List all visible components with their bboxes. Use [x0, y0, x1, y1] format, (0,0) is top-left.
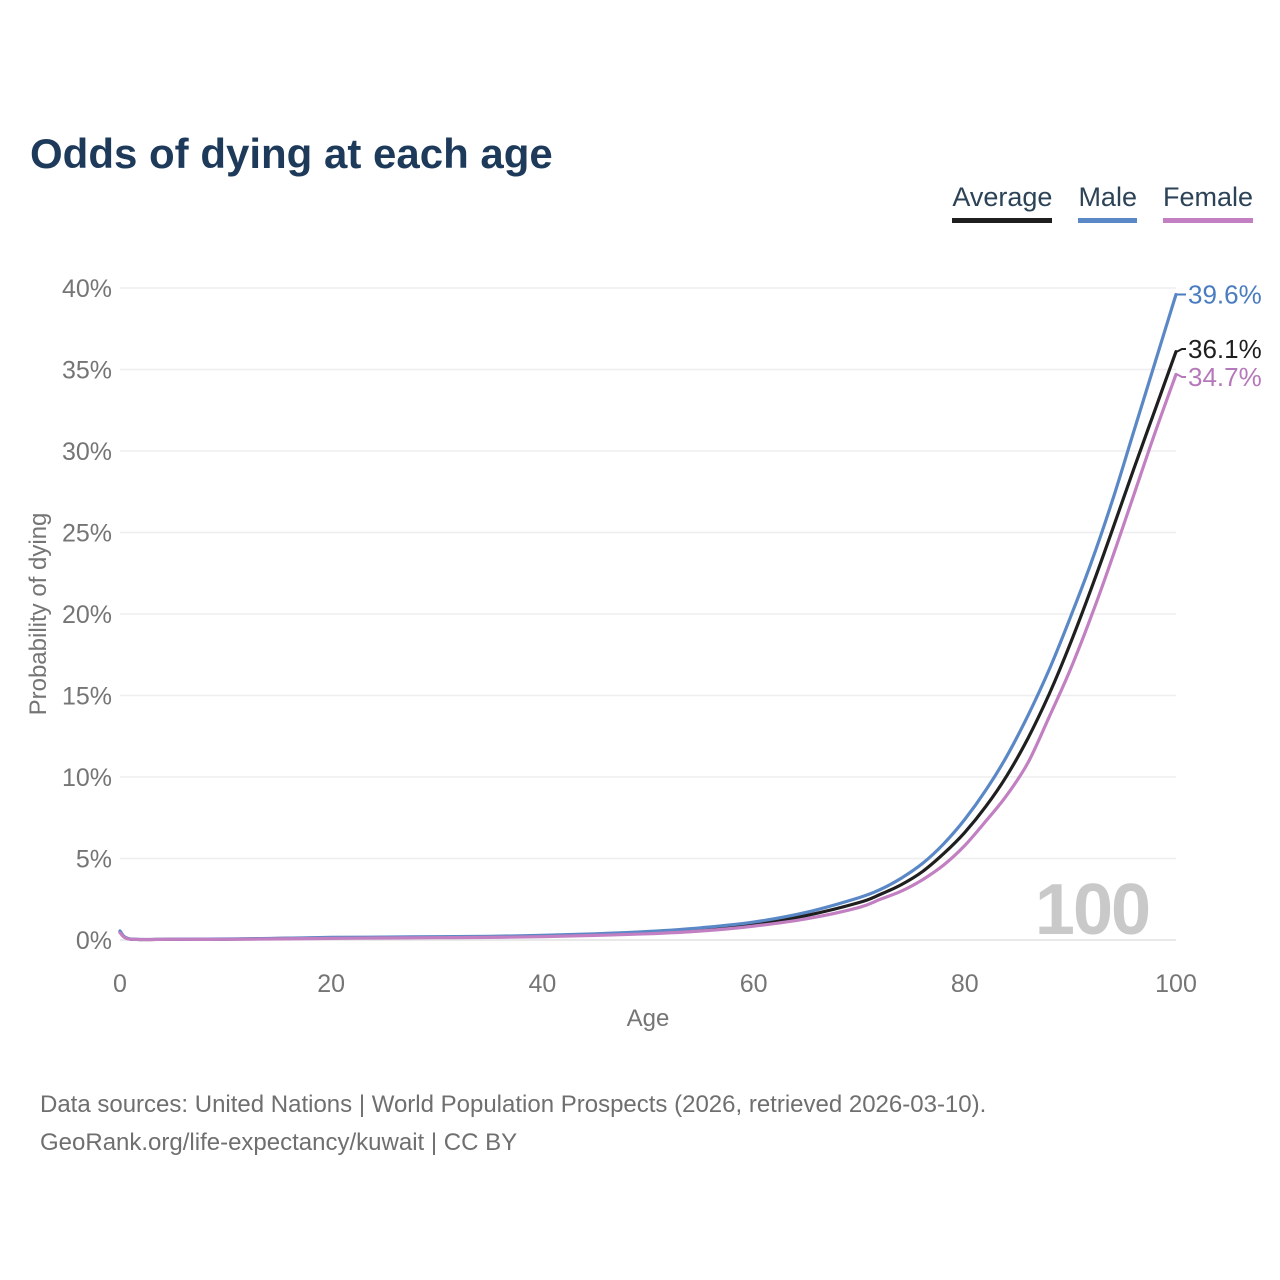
- x-tick-label-80: 80: [951, 970, 979, 998]
- x-axis-title: Age: [627, 1005, 670, 1032]
- y-tick-label-30: 30%: [62, 438, 112, 466]
- y-tick-label-40: 40%: [62, 275, 112, 303]
- end-label-female: 34.7%: [1188, 362, 1262, 392]
- x-tick-label-100: 100: [1155, 970, 1197, 998]
- x-tick-label-40: 40: [528, 970, 556, 998]
- series-line-female: [118, 372, 1178, 942]
- legend-item-male[interactable]: Male: [1078, 182, 1137, 224]
- y-axis-title: Probability of dying: [25, 513, 52, 716]
- footer-line-2: GeoRank.org/life-expectancy/kuwait | CC …: [40, 1129, 518, 1156]
- legend-item-average[interactable]: Average: [952, 182, 1053, 224]
- y-tick-label-0: 0%: [76, 927, 112, 955]
- x-tick-label-60: 60: [740, 970, 768, 998]
- x-tick-label-0: 0: [113, 970, 127, 998]
- end-label-connector-female: [1176, 373, 1186, 378]
- series-line-average: [118, 350, 1178, 942]
- chart-plot-area: 100 0% 5% 10% 15% 20% 25% 30% 35% 40% 0 20 40 60 80 100…: [25, 275, 1262, 1032]
- page-title: Odds of dying at each age: [30, 130, 553, 178]
- y-tick-label-25: 25%: [62, 520, 112, 548]
- y-tick-label-35: 35%: [62, 357, 112, 385]
- line-chart: 100 0% 5% 10% 15% 20% 25% 30% 35% 40% 0 20 40 60 80 100…: [0, 240, 1280, 1045]
- data-source-footer: Data sources: United Nations | World Pop…: [40, 1086, 986, 1162]
- y-tick-label-20: 20%: [62, 601, 112, 629]
- y-tick-label-10: 10%: [62, 764, 112, 792]
- legend-item-female[interactable]: Female: [1162, 182, 1253, 224]
- end-label-male: 39.6%: [1188, 280, 1262, 310]
- x-tick-label-20: 20: [317, 970, 345, 998]
- y-tick-label-5: 5%: [76, 846, 112, 874]
- y-tick-label-15: 15%: [62, 683, 112, 711]
- chart-legend: Average Male Female: [952, 182, 1253, 224]
- series-line-male: [118, 292, 1178, 942]
- end-label-average: 36.1%: [1188, 334, 1262, 364]
- footer-line-1: Data sources: United Nations | World Pop…: [40, 1091, 987, 1118]
- watermark-text: 100: [1035, 870, 1149, 950]
- end-label-connector-average: [1176, 348, 1186, 353]
